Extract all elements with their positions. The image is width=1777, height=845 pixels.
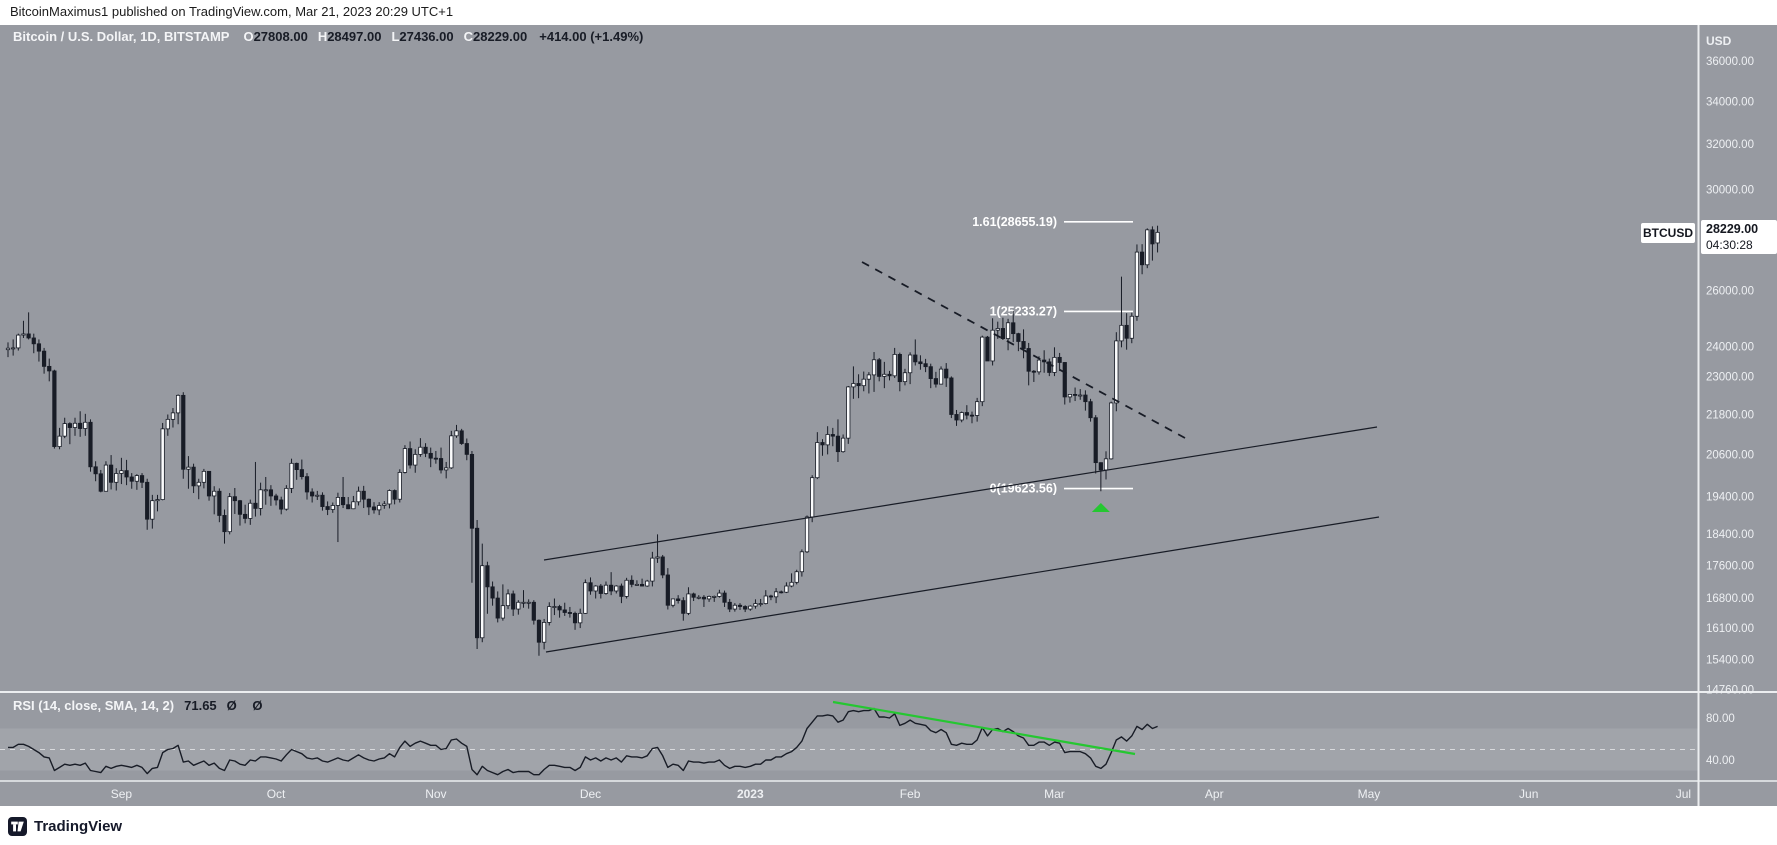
ohlc-value: 28497.00 (327, 29, 382, 44)
symbol-title: Bitcoin / U.S. Dollar, 1D, BITSTAMP (13, 29, 230, 44)
time-tick-label: Sep (111, 787, 133, 801)
channel-upper-line (543, 426, 1378, 561)
price-tick-label: 19400.00 (1706, 492, 1754, 504)
bar-countdown: 04:30:28 (1706, 238, 1753, 252)
price-tick-label: 34000.00 (1706, 96, 1754, 108)
price-axis-labels[interactable]: 36000.00 34000.00 32000.00 30000.00 26000.00… (1706, 56, 1754, 767)
fib-label: 1(25233.27) (990, 304, 1057, 318)
pane-separators (0, 25, 1777, 806)
rsi-zero-icons: Ø Ø (226, 698, 269, 713)
tradingview-glyph-icon (8, 817, 27, 836)
time-tick-label: Mar (1044, 787, 1065, 801)
ohlc-key: H (317, 29, 328, 44)
attribution-text: BitcoinMaximus1 published on TradingView… (10, 4, 454, 19)
tradingview-brand-text: TradingView (34, 818, 123, 835)
rsi-tick-label: 40.00 (1706, 755, 1735, 767)
rsi-green-trendline (832, 700, 1136, 756)
rsi-series (8, 700, 1158, 776)
time-tick-label: Dec (580, 787, 601, 801)
symbol-header: Bitcoin / U.S. Dollar, 1D, BITSTAMP O2780… (13, 29, 643, 44)
chart-background (0, 25, 1777, 806)
fib-extension-lines[interactable]: 1.61(28655.19) 1(25233.27) 0(19623.56) (972, 215, 1133, 496)
time-tick-label: May (1358, 787, 1381, 801)
ohlc-value: 27808.00 (253, 29, 308, 44)
trendlines[interactable] (543, 261, 1380, 653)
currency-label: USD (1706, 34, 1732, 48)
price-tick-label: 17600.00 (1706, 560, 1754, 572)
ohlc-key: C (463, 29, 474, 44)
last-price: 28229.00 (1706, 222, 1759, 236)
buy-marker (1091, 502, 1110, 512)
change-value: +414.00 (+1.49%) (539, 29, 644, 44)
fib-label: 0(19623.56) (990, 482, 1057, 496)
ohlc-value: 28229.00 (473, 29, 528, 44)
price-tick-label: 15400.00 (1706, 654, 1754, 666)
symbol-price-label: BTCUSD (1641, 223, 1695, 243)
price-tick-label: 30000.00 (1706, 184, 1754, 196)
time-tick-label: Jul (1676, 787, 1691, 801)
time-tick-label: 2023 (737, 787, 764, 801)
last-price-badge: 28229.00 04:30:28 (1701, 220, 1777, 254)
channel-lower-line (545, 516, 1380, 653)
price-tick-label: 21800.00 (1706, 409, 1754, 421)
time-axis-labels[interactable]: Sep Oct Nov Dec 2023 Feb Mar Apr May Jun Jul (111, 787, 1691, 801)
price-tick-label: 24000.00 (1706, 342, 1754, 354)
rsi-band (0, 728, 1698, 771)
descending-dashed-line (861, 261, 1186, 439)
price-tick-label: 16100.00 (1706, 623, 1754, 635)
price-tick-label: 26000.00 (1706, 285, 1754, 297)
ohlc-value: 27436.00 (399, 29, 454, 44)
rsi-value: 71.65 (184, 698, 217, 713)
price-tick-label: 23000.00 (1706, 372, 1754, 384)
time-tick-label: Feb (900, 787, 921, 801)
time-tick-label: Oct (267, 787, 286, 801)
fib-label: 1.61(28655.19) (972, 215, 1057, 229)
price-tick-label: 36000.00 (1706, 56, 1754, 68)
price-tick-label: 32000.00 (1706, 139, 1754, 151)
candlestick-series (5, 225, 1160, 656)
time-tick-label: Nov (425, 787, 446, 801)
price-tick-label: 14760.00 (1706, 684, 1754, 696)
price-tick-label: 16800.00 (1706, 593, 1754, 605)
rsi-title: RSI (14, close, SMA, 14, 2) (13, 698, 175, 713)
ohlc-key: O (243, 29, 254, 44)
price-tick-label: 18400.00 (1706, 529, 1754, 541)
rsi-tick-label: 80.00 (1706, 713, 1735, 725)
time-tick-label: Apr (1205, 787, 1224, 801)
price-tick-label: 20600.00 (1706, 449, 1754, 461)
time-tick-label: Jun (1519, 787, 1538, 801)
ohlc-key: L (391, 29, 400, 44)
rsi-header: RSI (14, close, SMA, 14, 2) 71.65 Ø Ø (13, 698, 269, 713)
tradingview-logo[interactable]: TradingView (8, 817, 122, 836)
